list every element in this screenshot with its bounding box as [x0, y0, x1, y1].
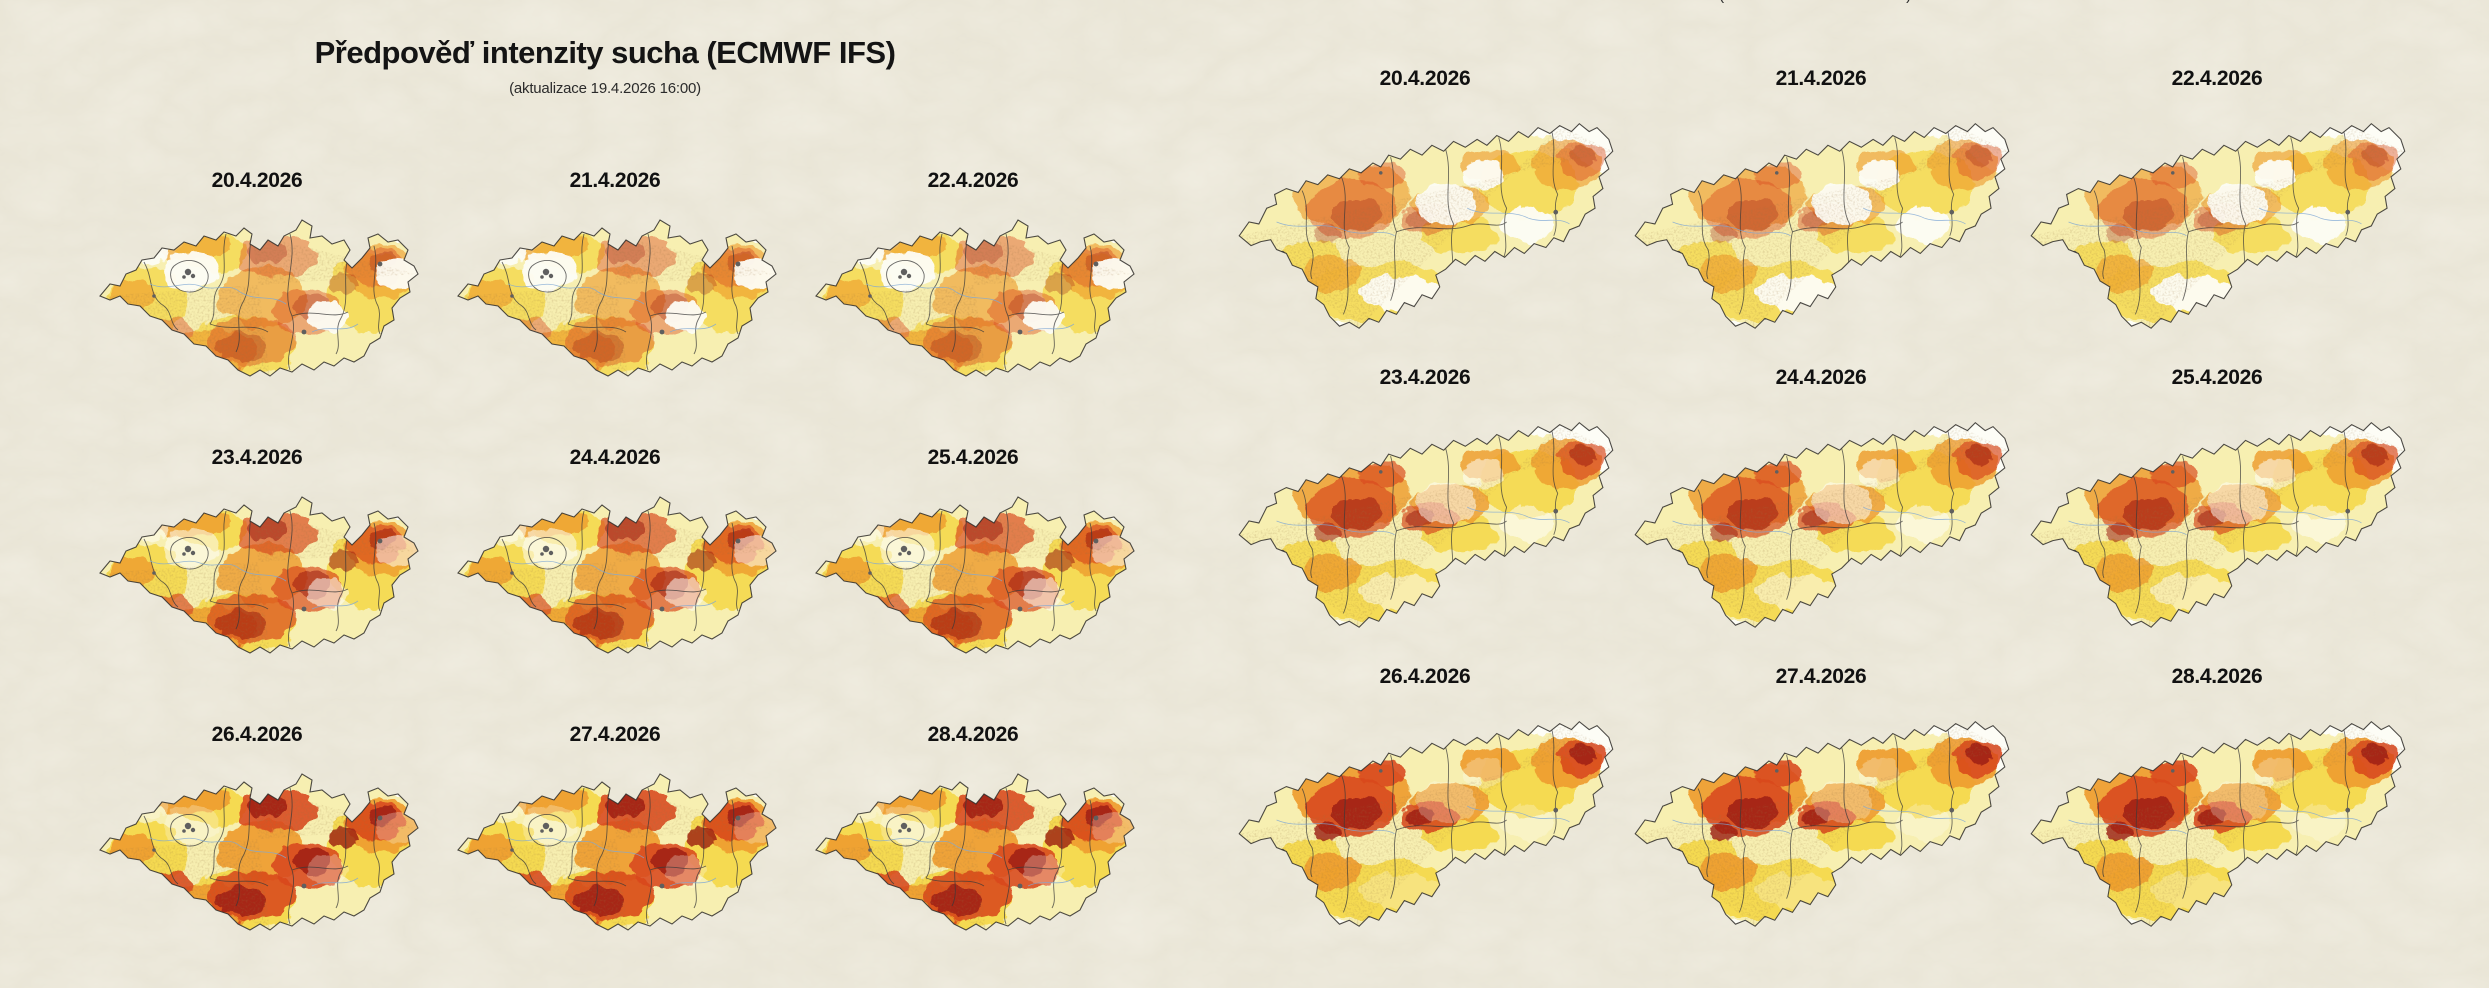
slovakia-map-grid: 20.4.2026 21.4.2026 22.4.2026 23.4.2026 …	[1227, 48, 2415, 945]
map-date-label: 25.4.2026	[927, 446, 1019, 469]
map-date-label: 25.4.2026	[2171, 366, 2263, 389]
forecast-map-cell: 21.4.2026	[1623, 48, 2019, 347]
forecast-map-cell: 26.4.2026	[78, 704, 436, 981]
forecast-map-cell: 26.4.2026	[1227, 646, 1623, 945]
map-date-label: 28.4.2026	[927, 723, 1019, 746]
forecast-map-cell: 27.4.2026	[436, 704, 794, 981]
map-date-label: 23.4.2026	[1379, 366, 1471, 389]
map-date-label: 20.4.2026	[1379, 67, 1471, 90]
map-date-label: 27.4.2026	[569, 723, 661, 746]
forecast-map-cell: 28.4.2026	[2019, 646, 2415, 945]
slovakia-drought-map	[1233, 106, 1617, 337]
czechia-drought-map	[450, 212, 780, 392]
czechia-drought-map	[808, 212, 1138, 392]
slovakia-drought-map	[1233, 405, 1617, 636]
forecast-map-cell: 25.4.2026	[794, 427, 1152, 704]
forecast-map-cell: 23.4.2026	[1227, 347, 1623, 646]
forecast-map-cell: 27.4.2026	[1623, 646, 2019, 945]
czechia-drought-map	[808, 489, 1138, 669]
update-timestamp: (aktualizace 19.4.2026 16:00)	[509, 80, 701, 98]
forecast-map-cell: 28.4.2026	[794, 704, 1152, 981]
map-date-label: 23.4.2026	[211, 446, 303, 469]
forecast-map-cell: 23.4.2026	[78, 427, 436, 704]
map-date-label: 26.4.2026	[1379, 665, 1471, 688]
map-date-label: 20.4.2026	[211, 169, 303, 192]
slovakia-drought-map	[2025, 704, 2409, 935]
slovakia-drought-map	[1629, 704, 2013, 935]
map-date-label: 27.4.2026	[1775, 665, 1867, 688]
czechia-drought-map	[92, 489, 422, 669]
czechia-drought-map	[450, 766, 780, 946]
map-date-label: 22.4.2026	[927, 169, 1019, 192]
forecast-map-cell: 24.4.2026	[436, 427, 794, 704]
page-title: Předpověď intenzity sucha (ECMWF IFS)	[314, 35, 896, 70]
forecast-map-cell: 20.4.2026	[1227, 48, 1623, 347]
map-date-label: 28.4.2026	[2171, 665, 2263, 688]
czechia-drought-map	[808, 766, 1138, 946]
map-date-label: 21.4.2026	[1775, 67, 1867, 90]
forecast-map-cell: 22.4.2026	[2019, 48, 2415, 347]
slovakia-drought-map	[1629, 405, 2013, 636]
slovakia-drought-map	[2025, 106, 2409, 337]
slovakia-drought-map	[1629, 106, 2013, 337]
czechia-drought-map	[450, 489, 780, 669]
forecast-map-cell: 25.4.2026	[2019, 347, 2415, 646]
panel-header: Předpověď intenzity sucha (ECMWF IFS) (a…	[0, 34, 1210, 97]
map-date-label: 26.4.2026	[211, 723, 303, 746]
slovakia-drought-map	[1233, 704, 1617, 935]
map-date-label: 22.4.2026	[2171, 67, 2263, 90]
slovakia-drought-map	[2025, 405, 2409, 636]
update-timestamp-clipped: (aktualizace 19.4.2026 16:00)	[1230, 0, 2400, 4]
forecast-map-cell: 20.4.2026	[78, 150, 436, 427]
czechia-drought-map	[92, 766, 422, 946]
map-date-label: 24.4.2026	[569, 446, 661, 469]
map-date-label: 21.4.2026	[569, 169, 661, 192]
czechia-drought-map	[92, 212, 422, 392]
czechia-map-grid: 20.4.2026 21.4.2026 22.4.2026 23.4.2026 …	[78, 150, 1152, 981]
forecast-map-cell: 21.4.2026	[436, 150, 794, 427]
forecast-map-cell: 22.4.2026	[794, 150, 1152, 427]
map-date-label: 24.4.2026	[1775, 366, 1867, 389]
forecast-map-cell: 24.4.2026	[1623, 347, 2019, 646]
